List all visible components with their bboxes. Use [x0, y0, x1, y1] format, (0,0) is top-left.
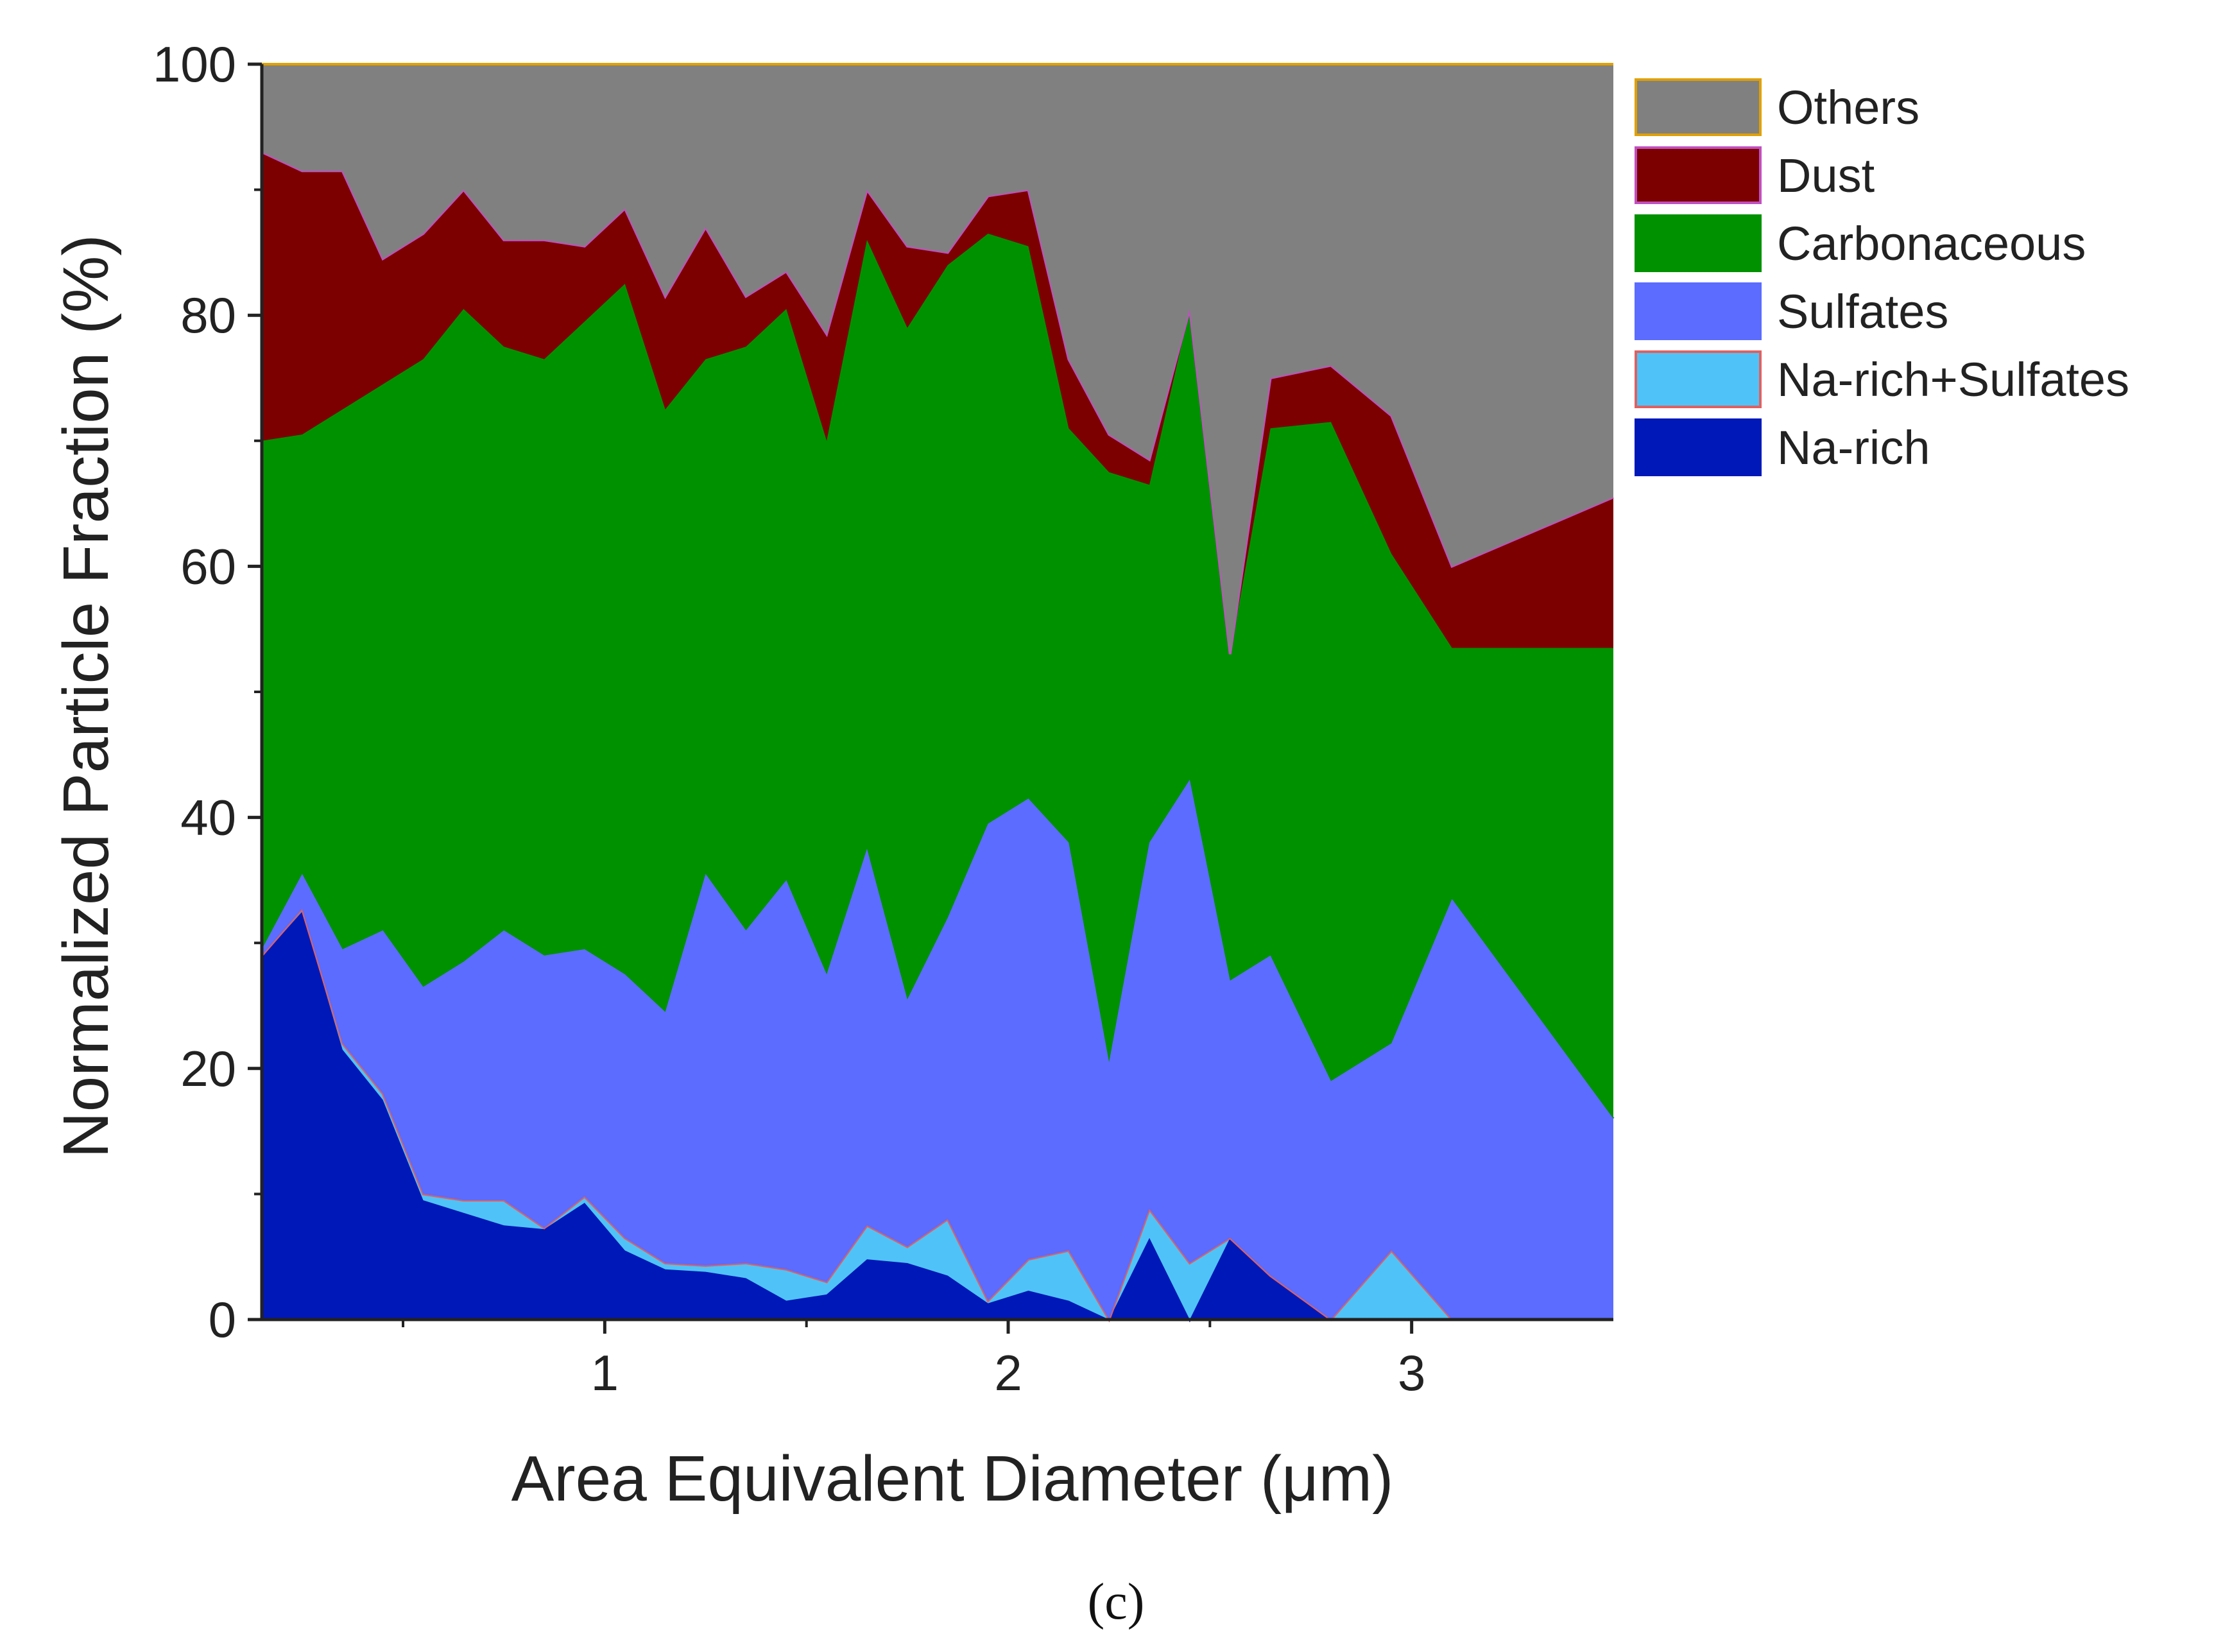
area-dust [262, 151, 1613, 655]
legend-swatch-dust [1635, 146, 1762, 204]
legend-label-na-rich-sulfates: Na-rich+Sulfates [1777, 353, 2129, 406]
legend-label-na-rich: Na-rich [1777, 421, 1930, 474]
axes-layer: 0 20 40 60 80 100 1 2 3 [153, 36, 1613, 1401]
x-tick-label: 2 [994, 1345, 1022, 1401]
area-others [262, 64, 1613, 655]
y-tick-label: 100 [153, 36, 236, 92]
y-axis-title: Normalized Particle Fraction (%) [50, 234, 122, 1158]
y-tick-label: 20 [180, 1040, 236, 1097]
legend-swatch-na-rich [1635, 418, 1762, 476]
y-tick-label: 80 [180, 287, 236, 343]
legend-label-carbonaceous: Carbonaceous [1777, 217, 2086, 270]
legend-swatch-others [1635, 78, 1762, 136]
legend-label-dust: Dust [1777, 149, 1875, 202]
legend-swatch-na-rich-sulfates [1635, 350, 1762, 408]
x-axis-title: Area Equivalent Diameter (μm) [511, 1443, 1394, 1515]
legend-swatch-sulfates [1635, 282, 1762, 340]
legend-swatch-carbonaceous [1635, 214, 1762, 272]
area-na-rich-sulfates [262, 909, 1613, 1320]
area-carbonaceous [262, 234, 1613, 1119]
y-tick-label: 0 [209, 1291, 236, 1348]
x-tick-label: 3 [1398, 1345, 1425, 1401]
legend-label-others: Others [1777, 81, 1919, 134]
areas-layer [261, 63, 1615, 1323]
area-na-rich [262, 911, 1613, 1320]
legend: Others Dust Carbonaceous Sulfates Na-rich+Su… [1635, 78, 2129, 476]
area-sulfates [262, 779, 1613, 1320]
x-tick-label: 1 [591, 1345, 619, 1401]
legend-label-sulfates: Sulfates [1777, 285, 1948, 338]
panel-label: (c) [1088, 1574, 1145, 1630]
y-tick-label: 40 [180, 789, 236, 846]
y-tick-label: 60 [180, 538, 236, 594]
